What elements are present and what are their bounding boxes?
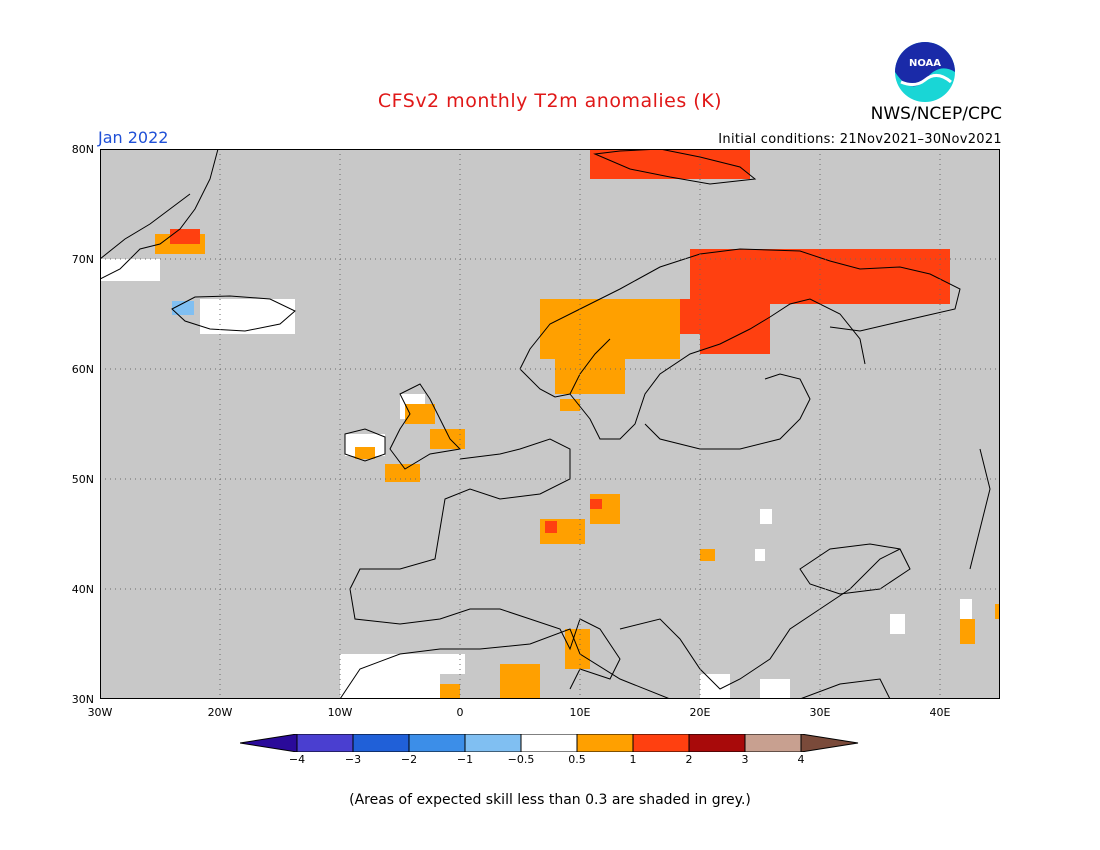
anomaly-patch-orange	[440, 684, 460, 699]
colorbar-arrow-low	[240, 734, 298, 752]
lat-label: 70N	[71, 253, 94, 266]
anomaly-patch-white	[100, 259, 160, 281]
colorbar-label: 3	[741, 753, 749, 766]
lat-label: 30N	[71, 693, 94, 706]
anomaly-patch-white	[340, 654, 440, 699]
colorbar-segment	[296, 734, 354, 752]
lon-label: 10W	[327, 706, 353, 719]
lon-label: 20E	[689, 706, 711, 719]
colorbar-label: 4	[797, 753, 805, 766]
anomaly-patch-red	[545, 521, 557, 533]
skill-footnote: (Areas of expected skill less than 0.3 a…	[349, 792, 751, 808]
anomaly-patch-orange	[405, 404, 435, 424]
noaa-logo: NOAA	[895, 42, 955, 102]
lat-label: 40N	[71, 583, 94, 596]
colorbar-arrow-high	[800, 734, 859, 752]
colorbar-segment	[520, 734, 578, 752]
colorbar-segment	[632, 734, 690, 752]
colorbar	[240, 734, 859, 752]
graticule	[100, 149, 1000, 699]
colorbar-segment	[352, 734, 410, 752]
anomaly-map	[100, 149, 1000, 699]
anomaly-patch-white	[960, 599, 972, 619]
anomaly-patch-orange	[430, 429, 465, 449]
anomaly-patch-white	[760, 509, 772, 524]
anomaly-patch-white	[440, 654, 465, 674]
colorbar-label: −4	[288, 753, 306, 766]
coastlines	[100, 149, 991, 699]
noaa-logo-text: NOAA	[909, 58, 941, 69]
anomaly-patch-orange	[385, 464, 420, 482]
colorbar-label: −0.5	[507, 753, 535, 766]
colorbar-label: −1	[456, 753, 474, 766]
anomaly-patch-white	[755, 549, 765, 561]
anomaly-patch-red	[590, 499, 602, 509]
anomaly-patch-white	[890, 614, 905, 634]
lon-label: 10E	[569, 706, 591, 719]
anomaly-patch-lightblue	[172, 301, 194, 315]
colorbar-segment	[688, 734, 746, 752]
lat-label: 50N	[71, 473, 94, 486]
map-background	[100, 149, 1000, 699]
colorbar-segment	[744, 734, 802, 752]
anomaly-patch-orange	[560, 399, 580, 411]
anomaly-patch-orange	[960, 619, 975, 644]
anomaly-patch-orange	[500, 664, 540, 699]
colorbar-label: −3	[344, 753, 362, 766]
colorbar-segment	[408, 734, 466, 752]
lon-label: 20W	[207, 706, 233, 719]
anomaly-patch-white	[200, 299, 295, 334]
lon-label: 30E	[809, 706, 831, 719]
anomaly-patch-orange	[355, 447, 375, 459]
anomaly-patch-orange	[555, 349, 625, 394]
colorbar-segment	[464, 734, 522, 752]
colorbar-label: 2	[685, 753, 693, 766]
lat-label: 80N	[71, 143, 94, 156]
anomaly-patch-red	[620, 159, 700, 179]
map-title: CFSv2 monthly T2m anomalies (K)	[377, 90, 723, 112]
lon-label: 30W	[87, 706, 113, 719]
anomaly-patch-white	[760, 679, 790, 699]
anomaly-patch-orange	[700, 549, 715, 561]
colorbar-label: 1	[629, 753, 637, 766]
colorbar-label: 0.5	[568, 753, 586, 766]
lon-label: 0	[456, 706, 464, 719]
agency-label: NWS/NCEP/CPC	[870, 104, 1002, 124]
initial-conditions: Initial conditions: 21Nov2021–30Nov2021	[718, 132, 1002, 147]
forecast-month: Jan 2022	[98, 128, 169, 147]
colorbar-segment	[576, 734, 634, 752]
anomaly-patch-red	[170, 229, 200, 244]
lon-label: 40E	[929, 706, 951, 719]
anomaly-patch-orange	[995, 604, 1000, 619]
lat-label: 60N	[71, 363, 94, 376]
colorbar-label: −2	[400, 753, 418, 766]
